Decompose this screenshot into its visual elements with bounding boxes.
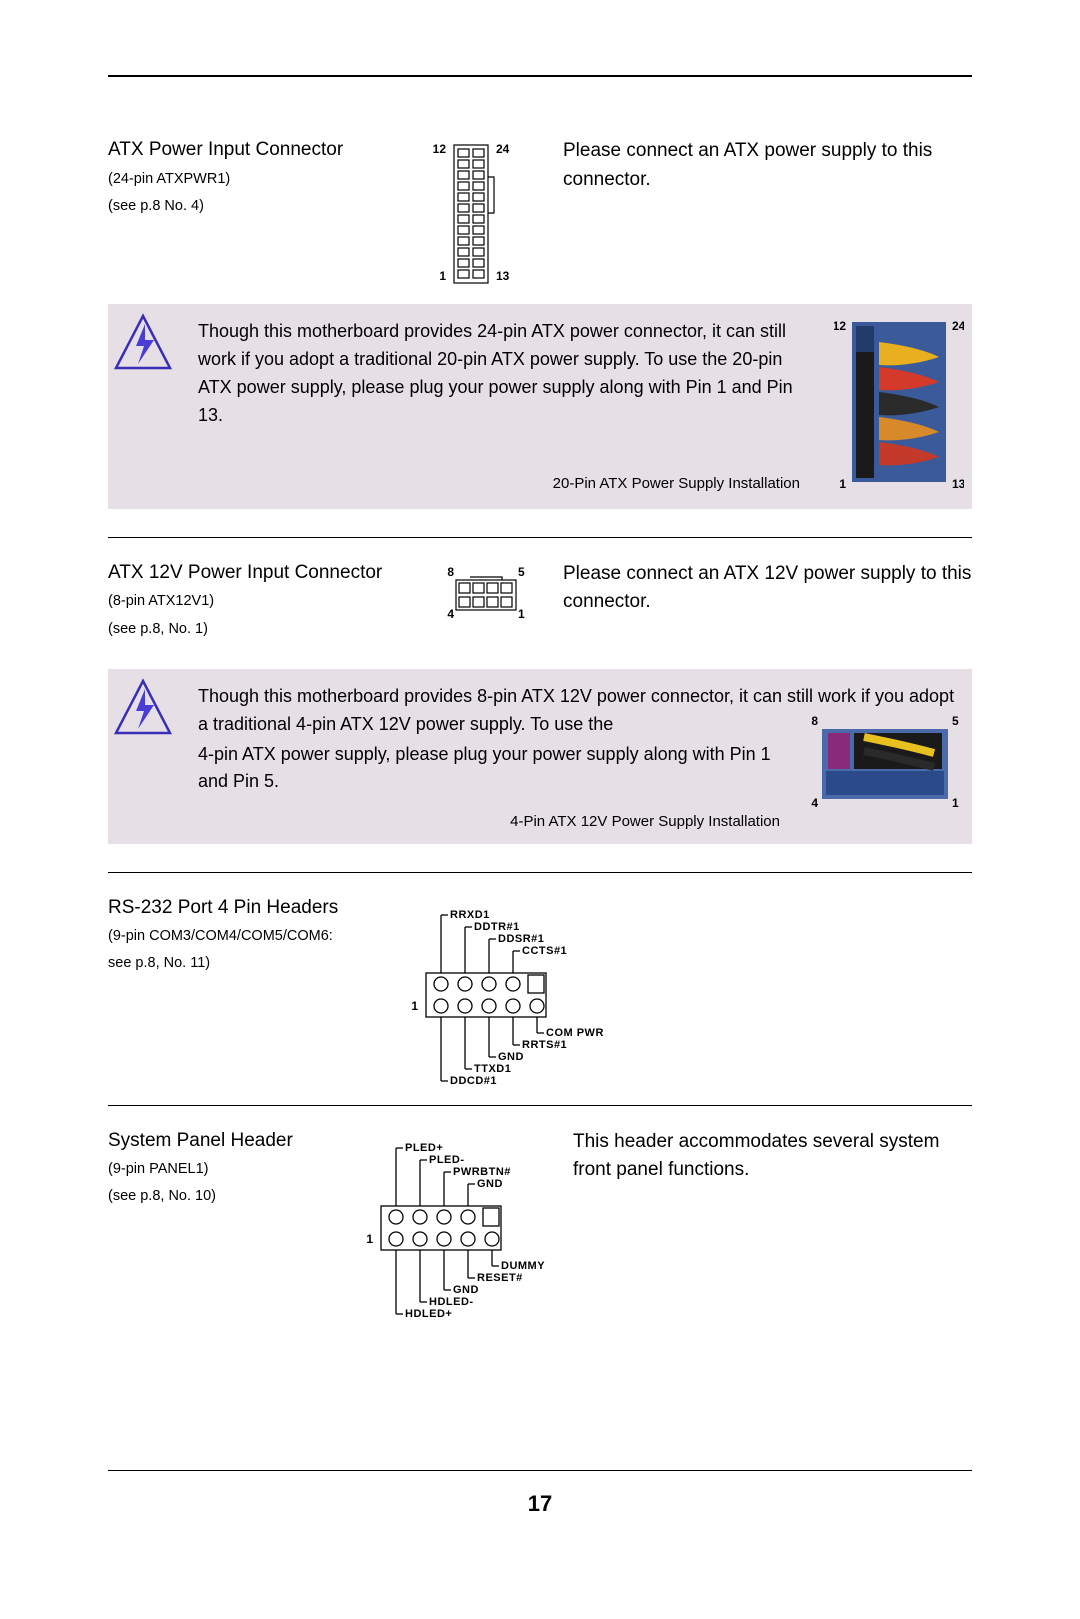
svg-text:TTXD1: TTXD1 xyxy=(474,1063,511,1075)
atx24-diagram: 12 24 1 13 xyxy=(418,137,528,292)
svg-text:DUMMY: DUMMY xyxy=(501,1260,545,1272)
rs232-diagram: 1 RRXD1 DDTR#1 DDSR#1 CCTS#1 COM PWR RRT… xyxy=(388,895,618,1095)
atx4-photo: 8 5 4 1 xyxy=(804,711,964,820)
sec4-sub1: (9-pin PANEL1) xyxy=(108,1158,348,1181)
panel-diagram: 1 PLED+ PLED- PWRBTN# GND DUMMY RESET# G… xyxy=(353,1128,568,1328)
svg-text:24: 24 xyxy=(952,319,964,333)
section-atx-power: ATX Power Input Connector (24-pin ATXPWR… xyxy=(108,137,972,292)
svg-text:1: 1 xyxy=(439,269,446,283)
section-rs232: RS-232 Port 4 Pin Headers (9-pin COM3/CO… xyxy=(108,895,972,1095)
svg-text:HDLED+: HDLED+ xyxy=(405,1308,452,1320)
sec1-desc: Please connect an ATX power supply to th… xyxy=(563,137,972,194)
svg-text:8: 8 xyxy=(447,565,454,579)
svg-text:12: 12 xyxy=(834,319,846,333)
svg-text:8: 8 xyxy=(811,714,818,728)
svg-text:13: 13 xyxy=(952,477,964,491)
top-rule xyxy=(108,75,972,77)
atx20-photo: 12 24 1 13 xyxy=(834,312,964,501)
lightning-icon xyxy=(108,675,178,745)
svg-text:CCTS#1: CCTS#1 xyxy=(522,945,567,957)
svg-text:GND: GND xyxy=(477,1178,503,1190)
section-panel-header: System Panel Header (9-pin PANEL1) (see … xyxy=(108,1128,972,1328)
svg-text:PLED-: PLED- xyxy=(429,1154,465,1166)
svg-text:GND: GND xyxy=(453,1284,479,1296)
svg-text:13: 13 xyxy=(496,269,510,283)
divider xyxy=(108,1105,972,1106)
sec3-title: RS-232 Port 4 Pin Headers xyxy=(108,895,383,922)
svg-text:4: 4 xyxy=(811,796,818,810)
sec1-sub1: (24-pin ATXPWR1) xyxy=(108,168,383,191)
divider xyxy=(108,872,972,873)
note-atx24: Though this motherboard provides 24-pin … xyxy=(108,304,972,509)
svg-text:COM PWR: COM PWR xyxy=(546,1027,604,1039)
sec4-title: System Panel Header xyxy=(108,1128,348,1155)
sec3-sub1: (9-pin COM3/COM4/COM5/COM6: xyxy=(108,925,383,948)
svg-text:12: 12 xyxy=(433,142,447,156)
sec2-title: ATX 12V Power Input Connector xyxy=(108,560,408,587)
sec1-sub2: (see p.8 No. 4) xyxy=(108,195,383,218)
sec1-title: ATX Power Input Connector xyxy=(108,137,383,164)
svg-text:5: 5 xyxy=(518,565,525,579)
svg-text:4: 4 xyxy=(447,607,454,621)
svg-text:1: 1 xyxy=(366,1232,373,1246)
sec4-sub2: (see p.8, No. 10) xyxy=(108,1185,348,1208)
page-number: 17 xyxy=(108,1491,972,1517)
svg-text:1: 1 xyxy=(952,796,959,810)
note-atx12v: Though this motherboard provides 8-pin A… xyxy=(108,669,972,844)
lightning-icon xyxy=(108,310,178,380)
sec2-sub1: (8-pin ATX12V1) xyxy=(108,590,408,613)
sec4-desc: This header accommodates several system … xyxy=(573,1128,972,1185)
sec3-sub2: see p.8, No. 11) xyxy=(108,952,383,975)
svg-text:DDTR#1: DDTR#1 xyxy=(474,921,520,933)
svg-text:RRXD1: RRXD1 xyxy=(450,909,490,921)
svg-text:RRTS#1: RRTS#1 xyxy=(522,1039,567,1051)
svg-text:RESET#: RESET# xyxy=(477,1272,523,1284)
svg-text:1: 1 xyxy=(839,477,846,491)
bottom-rule xyxy=(108,1470,972,1471)
svg-text:PWRBTN#: PWRBTN# xyxy=(453,1166,511,1178)
svg-text:DDCD#1: DDCD#1 xyxy=(450,1075,497,1087)
section-atx12v: ATX 12V Power Input Connector (8-pin ATX… xyxy=(108,560,972,641)
svg-text:5: 5 xyxy=(952,714,959,728)
svg-text:PLED+: PLED+ xyxy=(405,1142,443,1154)
svg-text:24: 24 xyxy=(496,142,510,156)
svg-text:1: 1 xyxy=(411,999,418,1013)
svg-text:DDSR#1: DDSR#1 xyxy=(498,933,544,945)
sec2-sub2: (see p.8, No. 1) xyxy=(108,618,408,641)
svg-text:GND: GND xyxy=(498,1051,524,1063)
svg-text:1: 1 xyxy=(518,607,525,621)
atx8-diagram: 8 5 4 1 xyxy=(426,560,546,630)
sec2-desc: Please connect an ATX 12V power supply t… xyxy=(563,560,972,617)
svg-text:HDLED-: HDLED- xyxy=(429,1296,474,1308)
divider xyxy=(108,537,972,538)
